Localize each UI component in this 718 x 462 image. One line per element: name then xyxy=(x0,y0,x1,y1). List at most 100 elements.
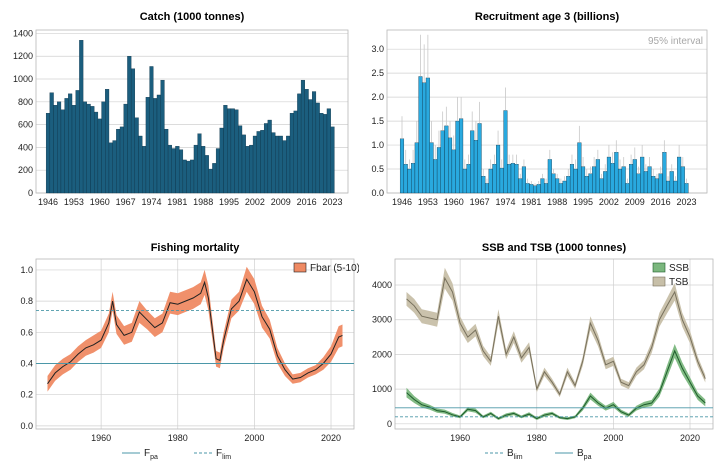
bar xyxy=(547,159,552,194)
bar xyxy=(629,164,634,194)
y-tick-label: 800 xyxy=(18,97,33,107)
x-tick-label: 1946 xyxy=(392,197,412,207)
bar xyxy=(632,159,637,194)
x-tick-label: 2016 xyxy=(651,197,671,207)
bar xyxy=(518,178,523,194)
x-tick-label: 2002 xyxy=(245,197,265,207)
bar xyxy=(149,66,154,194)
bar xyxy=(186,160,191,194)
bar xyxy=(625,183,630,194)
bar xyxy=(403,164,408,194)
bar xyxy=(275,135,280,194)
bar xyxy=(204,155,209,194)
bar xyxy=(101,101,106,194)
bar xyxy=(49,92,54,194)
bar xyxy=(532,185,538,194)
bar xyxy=(142,146,147,194)
plot-frame xyxy=(394,258,714,430)
bar xyxy=(566,176,571,194)
bar xyxy=(658,173,663,194)
bar xyxy=(130,68,136,194)
legend-label: TSB xyxy=(669,277,689,288)
reference-legend-symbol: F xyxy=(216,448,222,459)
catch-chart-svg: Catch (1000 tonnes) 0 200 400 600 800 1000 1200… xyxy=(13,11,349,207)
bar xyxy=(127,56,132,194)
y-tick-label: 1000 xyxy=(372,384,392,394)
bar xyxy=(654,178,659,194)
fishing-mortality-chart: Fishing mortality 0.0 0.2 0.4 0.6 0.8 1.0 1960 1… xyxy=(0,231,359,462)
y-tick-label: 600 xyxy=(18,120,33,130)
x-tick-label: 2020 xyxy=(680,433,700,443)
ssb-tsb-chart-svg: SSB and TSB (1000 tonnes) 0 1000 2000 3000 40… xyxy=(372,242,714,461)
bar xyxy=(507,164,512,194)
series-band-tsb xyxy=(406,267,706,398)
bar xyxy=(175,146,180,194)
bar xyxy=(238,125,243,194)
bar xyxy=(606,156,611,194)
bar xyxy=(503,110,508,194)
bar xyxy=(138,135,143,194)
bar xyxy=(584,176,589,194)
bar xyxy=(330,126,335,194)
y-tick-label: 0 xyxy=(28,188,33,198)
bar xyxy=(271,132,276,194)
bar xyxy=(407,168,412,194)
bar xyxy=(499,167,504,194)
x-tick-label: 2023 xyxy=(322,197,342,207)
recruitment-chart-svg: Recruitment age 3 (billions) 0.0 0.5 1.0 1.5… xyxy=(371,11,708,207)
bar xyxy=(444,125,449,194)
bar xyxy=(647,166,652,194)
bar xyxy=(119,126,124,194)
bar xyxy=(555,178,560,194)
bar xyxy=(422,82,427,194)
bar xyxy=(112,140,117,194)
bar xyxy=(440,130,445,194)
bar xyxy=(97,118,102,194)
bar xyxy=(558,183,563,194)
bar xyxy=(260,130,265,194)
y-tick-label: 0.8 xyxy=(20,296,33,306)
series-band-ssb xyxy=(406,344,706,420)
bar xyxy=(256,131,261,194)
bar xyxy=(577,142,582,194)
x-tick-label: 1960 xyxy=(91,433,111,443)
bar xyxy=(289,113,294,194)
legend-label: SSB xyxy=(669,263,689,274)
x-tick-label: 1988 xyxy=(193,197,213,207)
y-tick-label: 0.5 xyxy=(371,164,384,174)
bar xyxy=(267,119,272,194)
reference-legend-symbol: B xyxy=(577,448,584,459)
series-line-tsb xyxy=(406,276,706,396)
bar xyxy=(123,103,128,194)
x-tick-label: 1960 xyxy=(444,197,464,207)
bar xyxy=(429,142,434,194)
x-tick-label: 2009 xyxy=(271,197,291,207)
x-tick-label: 2020 xyxy=(321,433,341,443)
bar xyxy=(466,164,471,194)
x-tick-label: 1960 xyxy=(450,433,470,443)
bar xyxy=(669,171,674,194)
bar xyxy=(167,144,172,194)
bar xyxy=(108,142,113,194)
interval-note: 95% interval xyxy=(648,36,703,47)
y-tick-label: 1.0 xyxy=(371,140,384,150)
bar xyxy=(529,184,534,194)
bar xyxy=(64,98,69,194)
y-tick-label: 1400 xyxy=(13,28,33,38)
x-tick-label: 2016 xyxy=(297,197,317,207)
x-tick-label: 1988 xyxy=(547,197,567,207)
bar xyxy=(496,144,501,194)
y-tick-label: 1200 xyxy=(13,51,33,61)
y-tick-label: 2000 xyxy=(372,349,392,359)
reference-legend-subscript: pa xyxy=(584,454,592,461)
bar xyxy=(234,109,239,194)
y-tick-label: 400 xyxy=(18,142,33,152)
bar xyxy=(164,128,169,194)
bar xyxy=(610,163,615,194)
legend-swatch xyxy=(652,262,666,273)
x-tick-label: 1953 xyxy=(64,197,84,207)
chart-title: Catch (1000 tonnes) xyxy=(140,11,245,23)
chart-title: Fishing mortality xyxy=(151,242,241,254)
bar xyxy=(477,123,482,194)
x-tick-label: 1980 xyxy=(527,433,547,443)
